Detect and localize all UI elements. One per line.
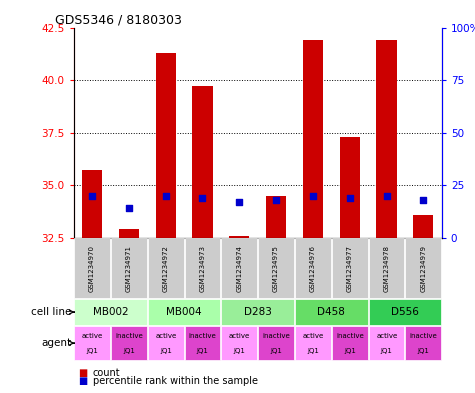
Point	[162, 193, 170, 199]
Text: active: active	[155, 333, 177, 339]
Point	[272, 197, 280, 203]
Text: active: active	[303, 333, 324, 339]
Bar	[119, 230, 139, 238]
Bar	[340, 137, 360, 238]
Text: GSM1234971: GSM1234971	[126, 245, 132, 292]
Bar	[376, 40, 397, 238]
Text: active: active	[82, 333, 103, 339]
Text: JQ1: JQ1	[86, 348, 98, 354]
Text: D458: D458	[317, 307, 345, 317]
Text: inactive: inactive	[115, 333, 143, 339]
Text: JQ1: JQ1	[270, 348, 282, 354]
Text: GSM1234978: GSM1234978	[383, 245, 390, 292]
Text: GSM1234973: GSM1234973	[200, 245, 206, 292]
Point	[383, 193, 390, 199]
Text: JQ1: JQ1	[123, 348, 135, 354]
Point	[125, 205, 133, 211]
Text: GSM1234970: GSM1234970	[89, 245, 95, 292]
Text: JQ1: JQ1	[307, 348, 319, 354]
Point	[236, 199, 243, 205]
Bar	[303, 40, 323, 238]
Text: GSM1234979: GSM1234979	[420, 245, 427, 292]
Bar	[82, 171, 102, 238]
Point	[88, 193, 96, 199]
Text: inactive: inactive	[263, 333, 290, 339]
Text: cell line: cell line	[31, 307, 71, 317]
Point	[346, 195, 353, 201]
Text: MB002: MB002	[93, 307, 128, 317]
Text: D283: D283	[244, 307, 272, 317]
Bar	[413, 215, 434, 238]
Text: GSM1234974: GSM1234974	[236, 245, 242, 292]
Point	[199, 195, 206, 201]
Point	[419, 197, 427, 203]
Text: inactive: inactive	[189, 333, 217, 339]
Bar	[192, 86, 213, 238]
Text: GSM1234972: GSM1234972	[162, 245, 169, 292]
Text: active: active	[376, 333, 398, 339]
Text: D556: D556	[391, 307, 419, 317]
Text: GSM1234975: GSM1234975	[273, 245, 279, 292]
Point	[309, 193, 317, 199]
Text: count: count	[93, 367, 120, 378]
Text: JQ1: JQ1	[234, 348, 246, 354]
Bar	[266, 196, 286, 238]
Bar	[229, 236, 249, 238]
Text: inactive: inactive	[410, 333, 437, 339]
Text: GSM1234977: GSM1234977	[347, 245, 353, 292]
Text: inactive: inactive	[336, 333, 364, 339]
Text: percentile rank within the sample: percentile rank within the sample	[93, 376, 257, 386]
Text: JQ1: JQ1	[381, 348, 393, 354]
Text: ■: ■	[78, 376, 87, 386]
Text: JQ1: JQ1	[197, 348, 209, 354]
Bar	[155, 53, 176, 238]
Text: MB004: MB004	[166, 307, 202, 317]
Text: JQ1: JQ1	[160, 348, 172, 354]
Text: JQ1: JQ1	[344, 348, 356, 354]
Text: ■: ■	[78, 367, 87, 378]
Text: JQ1: JQ1	[418, 348, 429, 354]
Text: agent: agent	[41, 338, 71, 348]
Text: GSM1234976: GSM1234976	[310, 245, 316, 292]
Text: active: active	[229, 333, 250, 339]
Text: GDS5346 / 8180303: GDS5346 / 8180303	[55, 13, 182, 26]
